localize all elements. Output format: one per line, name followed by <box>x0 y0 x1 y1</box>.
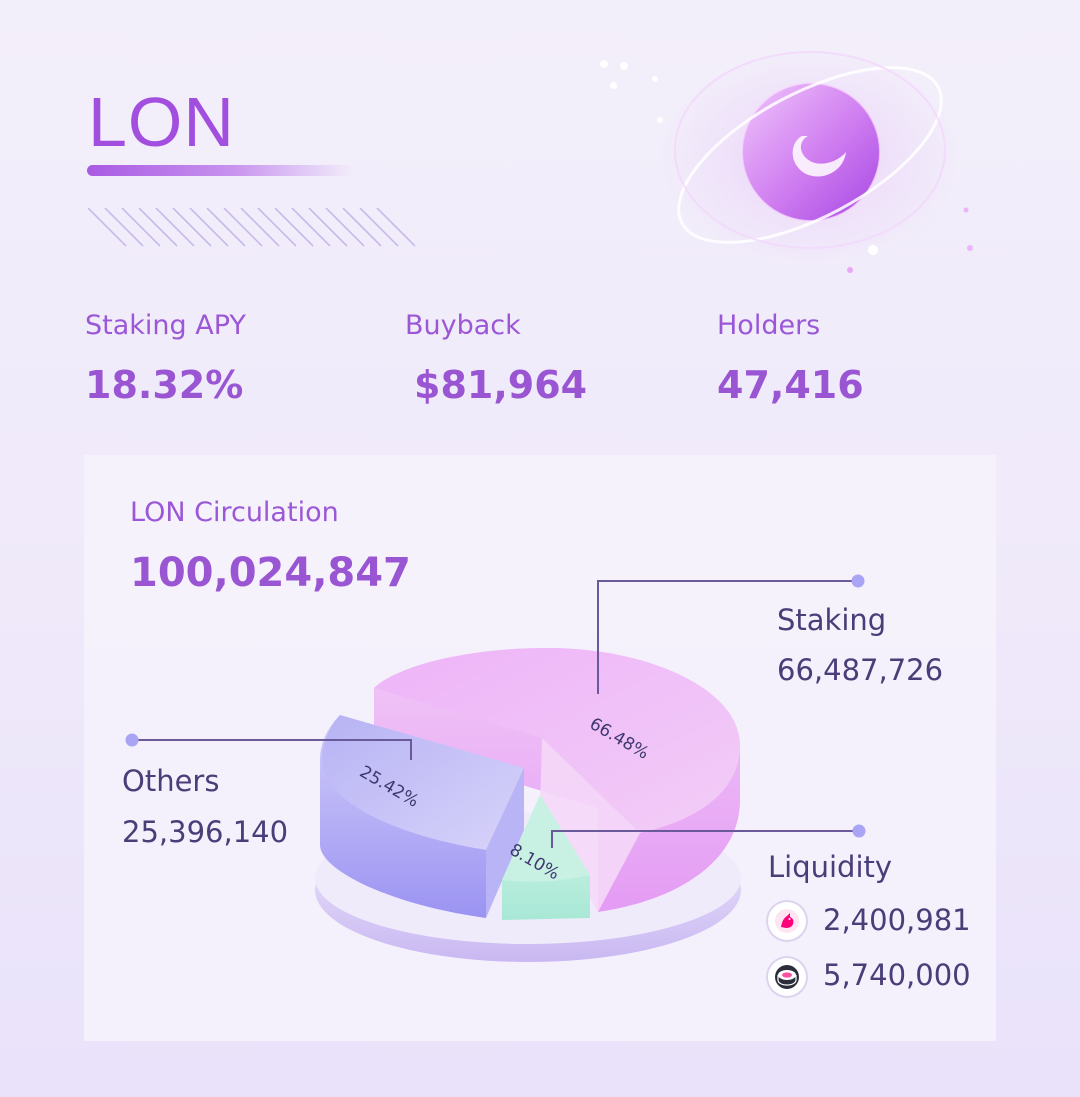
stat-holders-label: Holders <box>717 310 821 341</box>
title-underline <box>87 165 353 176</box>
circulation-value: 100,024,847 <box>130 550 411 596</box>
stat-staking-apy-label: Staking APY <box>85 310 246 341</box>
legend-staking-value: 66,487,726 <box>777 653 944 687</box>
hatch-decoration <box>88 208 416 247</box>
sparkle-dot <box>610 82 617 89</box>
uniswap-unicorn-icon <box>768 902 806 940</box>
legend-staking-name: Staking <box>777 603 887 637</box>
sushiswap-sushi-icon <box>768 958 806 996</box>
tokenlon-planet-logo-icon <box>657 48 973 273</box>
legend-liquidity-sushiswap-value: 5,740,000 <box>823 958 971 992</box>
circulation-panel <box>84 455 996 1041</box>
circulation-label: LON Circulation <box>130 497 339 528</box>
sparkle-dot <box>620 62 628 70</box>
stat-buyback-label: Buyback <box>405 310 521 341</box>
sparkle-dot <box>652 76 658 82</box>
page-title: LON <box>88 83 235 161</box>
legend-others-value: 25,396,140 <box>122 815 289 849</box>
stat-buyback-value: $81,964 <box>414 363 588 407</box>
legend-liquidity-uniswap-value: 2,400,981 <box>823 903 971 937</box>
stat-staking-apy-value: 18.32% <box>85 363 244 407</box>
legend-liquidity-name: Liquidity <box>768 850 893 884</box>
sparkle-dot <box>600 60 608 68</box>
stat-holders-value: 47,416 <box>717 363 864 407</box>
legend-others-name: Others <box>122 764 220 798</box>
